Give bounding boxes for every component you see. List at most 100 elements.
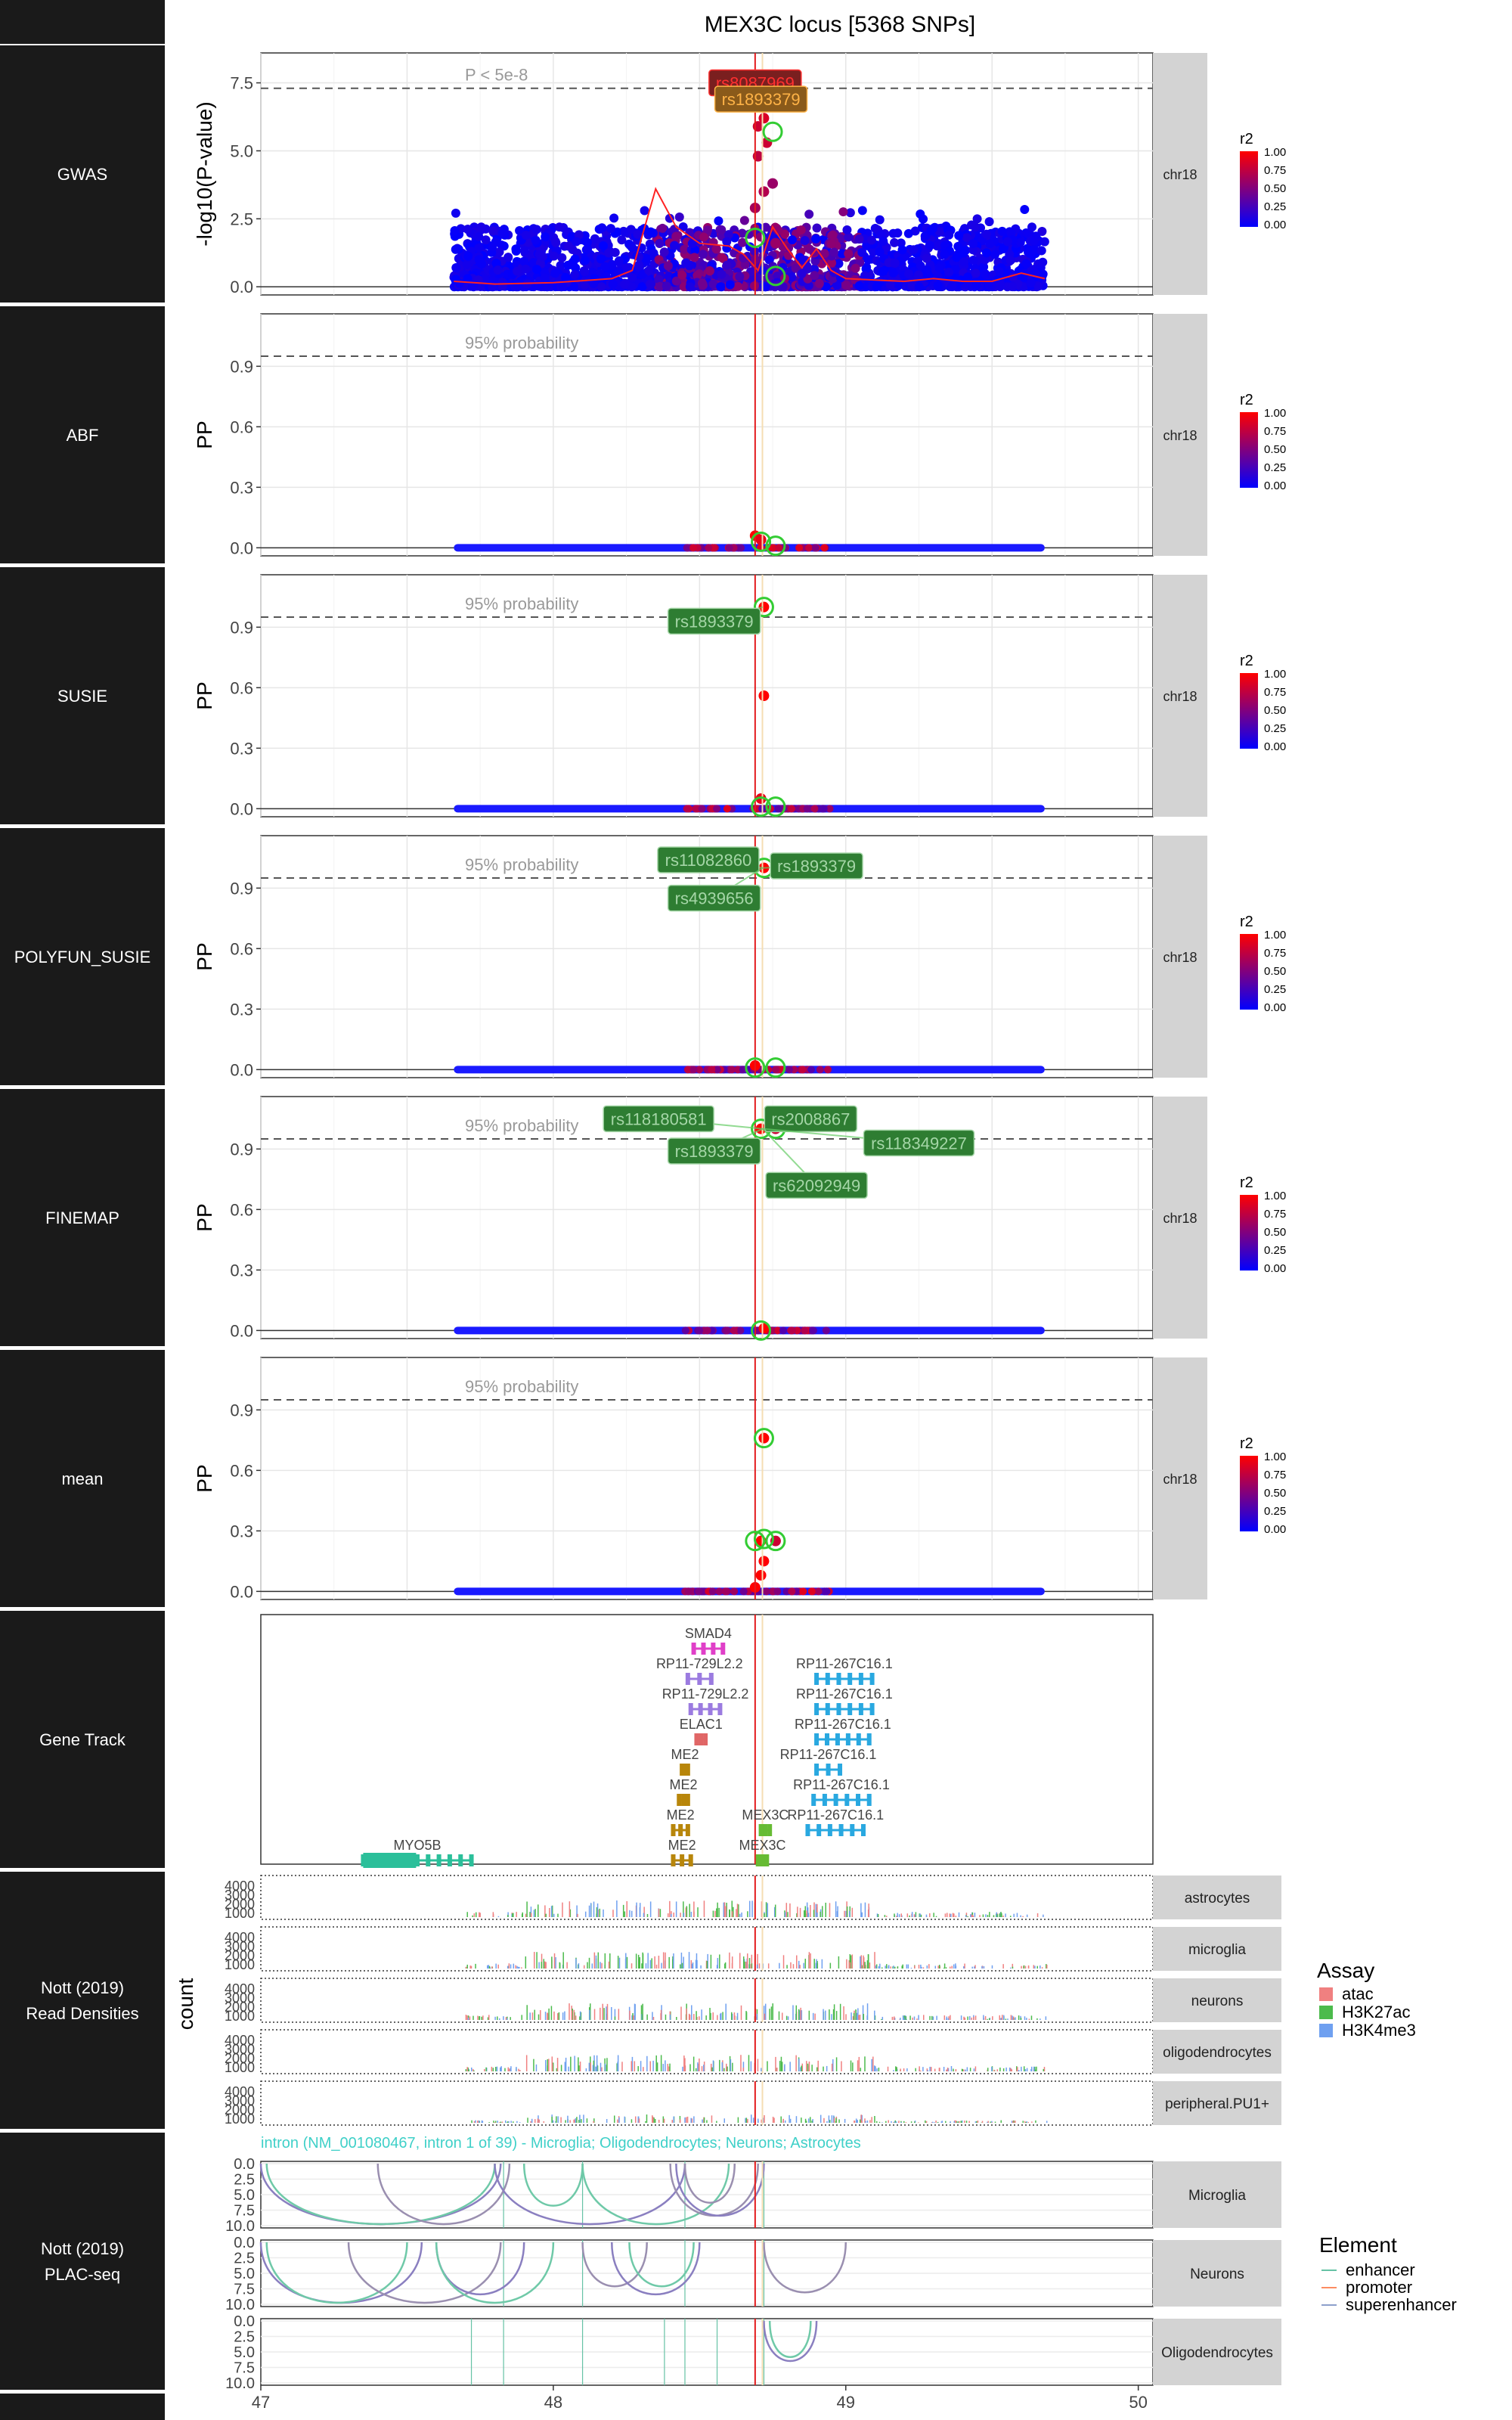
- ytick-label: 0.0: [234, 2235, 255, 2251]
- gene-exon: [845, 1733, 850, 1745]
- ylabel: PP: [193, 942, 216, 970]
- snp-point: [809, 1326, 817, 1335]
- ytick-label: 1000: [225, 1906, 255, 1921]
- gene-exon: [701, 1643, 706, 1655]
- snp-point: [795, 544, 804, 552]
- snp-point: [604, 248, 614, 258]
- assay-swatch: [1319, 2024, 1333, 2037]
- plac-facet-Oligodendrocytes: 0.02.55.07.510.0 Oligodendrocytes: [225, 2313, 1281, 2392]
- snp-point: [696, 1066, 704, 1074]
- snp-point: [928, 224, 937, 234]
- gene-exon: [767, 1824, 773, 1836]
- snp-point: [1033, 281, 1043, 291]
- strip-bg: [1153, 2161, 1281, 2228]
- snp-point: [954, 231, 964, 240]
- snp-point: [538, 252, 548, 262]
- ld-line: [454, 187, 1046, 285]
- snp-point: [725, 280, 735, 290]
- snp-point: [903, 228, 913, 238]
- snp-point: [827, 258, 837, 268]
- snp-point: [997, 226, 1007, 236]
- snp-point: [659, 247, 669, 257]
- snp-point: [684, 261, 694, 271]
- panels: 0.02.55.07.5 P < 5e-8-log10(P-value)rs808…: [193, 52, 1286, 1601]
- snp-point: [451, 208, 460, 218]
- snp-point: [641, 253, 651, 263]
- snp-label-box: [770, 852, 863, 880]
- snp-point: [829, 247, 839, 257]
- snp-point: [994, 267, 1004, 277]
- ytick-label: 2.5: [234, 2251, 255, 2267]
- r2-colorbar: [1240, 412, 1258, 488]
- snp-point: [705, 266, 714, 276]
- snp-label-box: [657, 846, 760, 873]
- credible-set-circle: [765, 796, 786, 818]
- snp-point: [798, 255, 808, 265]
- gene-exon: [838, 1764, 843, 1776]
- snp-point: [854, 281, 864, 290]
- strip-label: chr18: [1163, 1472, 1197, 1487]
- snp-point: [583, 244, 593, 254]
- snp-point: [570, 254, 580, 264]
- snp-point: [824, 1066, 832, 1074]
- gene-exon: [826, 1764, 831, 1776]
- row-label-bg-gwas: [0, 45, 165, 302]
- snp-point: [689, 1066, 698, 1074]
- ylabel-count: count: [174, 1978, 197, 2031]
- snp-point: [775, 544, 783, 552]
- gene-label: MEX3C: [739, 1838, 786, 1853]
- top-snp-point: [758, 1432, 770, 1444]
- snp-point: [702, 225, 712, 235]
- top-snp-point: [755, 1570, 767, 1581]
- strip-bg: [1153, 1097, 1207, 1339]
- gene-label: RP11-267C16.1: [787, 1807, 884, 1823]
- snp-point: [723, 230, 733, 240]
- snp-points: [454, 1123, 1045, 1335]
- snp-point: [897, 245, 907, 255]
- gene-exon: [869, 1673, 875, 1685]
- snp-point: [540, 273, 550, 283]
- snp-point: [932, 241, 942, 251]
- gene-exon: [835, 1733, 840, 1745]
- snp-point: [450, 226, 460, 236]
- snp-point: [714, 216, 723, 226]
- snp-point: [541, 232, 550, 242]
- snp-point: [698, 805, 706, 813]
- snp-point: [944, 230, 954, 240]
- snp-point: [799, 1587, 807, 1596]
- legend-title: r2: [1240, 1435, 1253, 1452]
- snp-point: [796, 225, 806, 235]
- row-label-bg-abf: [0, 306, 165, 563]
- gene-exon: [814, 1673, 820, 1685]
- ytick-label: 0.6: [230, 1200, 253, 1219]
- gene-exon: [827, 1824, 832, 1836]
- credible-set-circle: [751, 796, 772, 818]
- snp-point: [1021, 259, 1031, 268]
- snp-point: [733, 281, 743, 291]
- snp-point: [723, 1326, 732, 1335]
- row-label-reads: Nott (2019): [41, 1978, 124, 1997]
- legend-tick: 0.75: [1264, 164, 1286, 177]
- snp-label-box: [667, 884, 761, 912]
- ytick-label: 0.3: [230, 739, 253, 758]
- top-snp-point: [758, 186, 770, 197]
- snp-point: [569, 281, 579, 291]
- credible-set-circle: [765, 1057, 786, 1078]
- snp-point: [842, 225, 852, 234]
- snp-point: [1015, 237, 1025, 247]
- ytick-label: 7.5: [234, 2360, 255, 2377]
- gene-exon: [708, 1673, 714, 1685]
- snp-label: rs62092949: [773, 1176, 860, 1195]
- gene-exon: [816, 1824, 822, 1836]
- snp-point: [857, 247, 867, 257]
- snp-point: [804, 209, 814, 219]
- threshold-label: 95% probability: [465, 1116, 578, 1135]
- snp-point: [968, 238, 978, 248]
- assay-label: H3K4me3: [1342, 2021, 1416, 2040]
- snp-point: [541, 282, 551, 292]
- legend-tick: 0.25: [1264, 461, 1286, 474]
- gene-label: MEX3C: [742, 1807, 789, 1823]
- snp-point: [589, 278, 599, 288]
- snp-point: [811, 234, 821, 244]
